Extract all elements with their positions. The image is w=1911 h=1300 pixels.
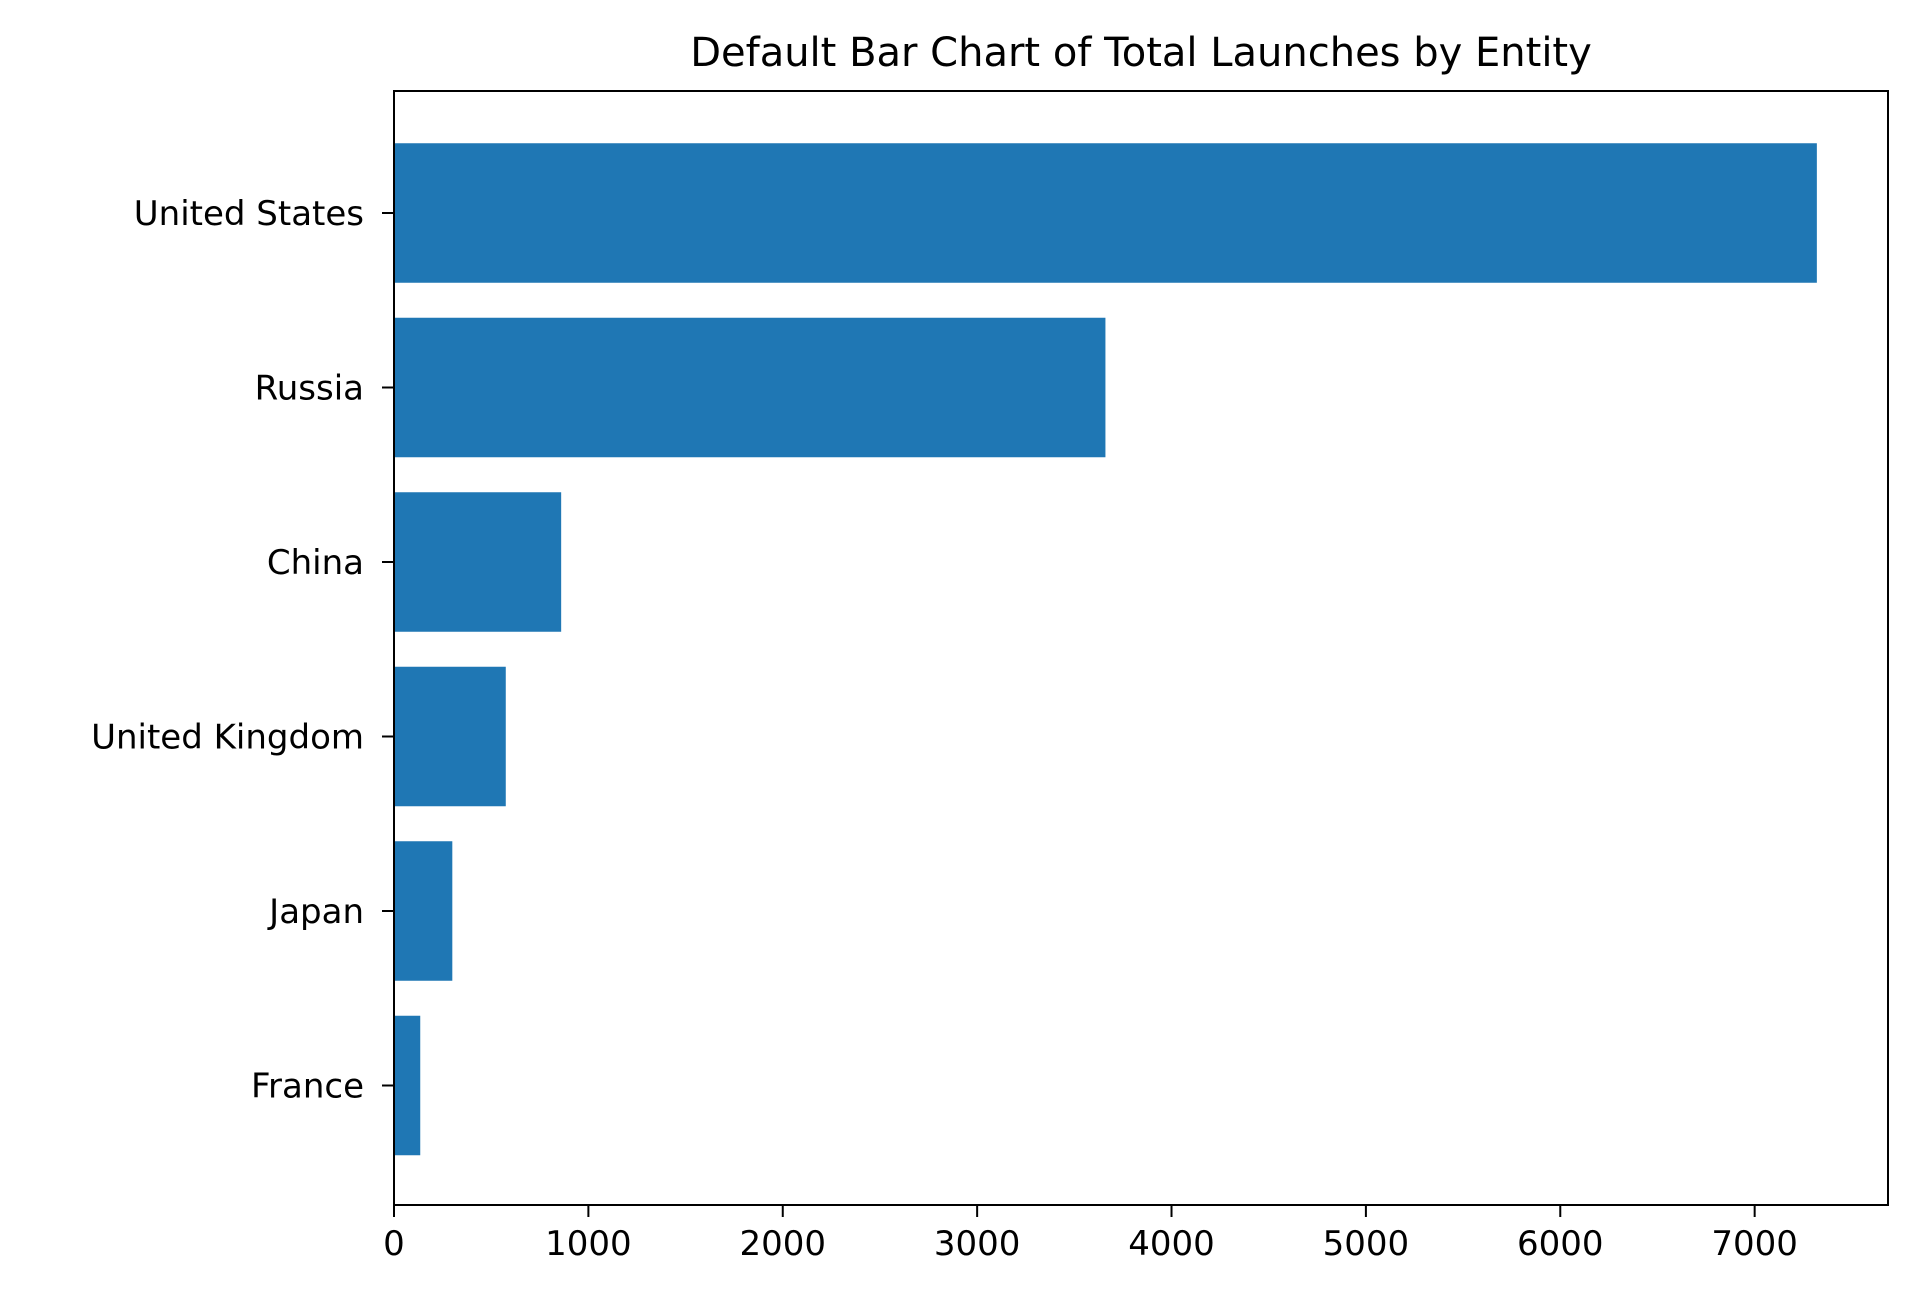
bar-france	[394, 1015, 421, 1156]
x-tick-label-1000: 1000	[545, 1224, 632, 1264]
x-tick-label-7000: 7000	[1711, 1224, 1798, 1264]
y-tick-label-russia: Russia	[255, 369, 364, 409]
x-tick-label-5000: 5000	[1323, 1224, 1410, 1264]
y-axis-ticks: United States Russia China United Kingdom Ja…	[91, 194, 394, 1107]
chart-title: Default Bar Chart of Total Launches by E…	[690, 30, 1592, 76]
y-tick-label-china: China	[267, 543, 364, 583]
x-tick-label-0: 0	[383, 1224, 405, 1264]
plot-area-frame	[393, 90, 1889, 1206]
x-tick-label-4000: 4000	[1128, 1224, 1215, 1264]
bar-japan	[394, 841, 453, 981]
x-tick-label-2000: 2000	[739, 1224, 826, 1264]
x-tick-label-3000: 3000	[934, 1224, 1021, 1264]
bar-united-states	[394, 143, 1817, 283]
x-tick-label-6000: 6000	[1517, 1224, 1604, 1264]
y-tick-label-united-states: United States	[134, 194, 364, 234]
x-axis-ticks: 0 1000 2000 3000 4000 5000 6000 7000	[383, 1205, 1798, 1264]
bar-united-kingdom	[394, 666, 506, 807]
y-tick-label-japan: Japan	[267, 892, 364, 932]
bar-china	[394, 492, 562, 632]
bar-russia	[394, 317, 1106, 458]
y-tick-label-united-kingdom: United Kingdom	[91, 718, 364, 758]
y-tick-label-france: France	[251, 1067, 364, 1107]
bars-group	[394, 143, 1817, 1156]
